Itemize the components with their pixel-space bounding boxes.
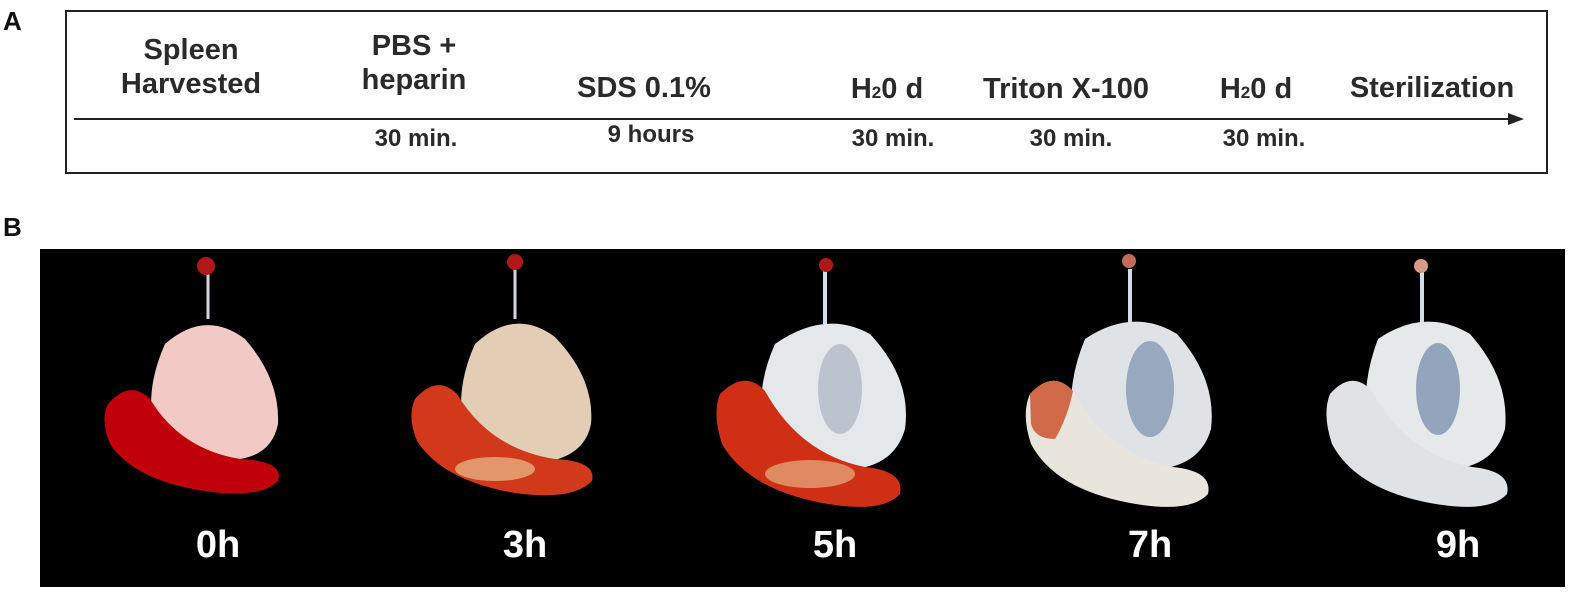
suture-knot bbox=[1122, 254, 1136, 268]
step-name-line1: Triton X-100 bbox=[983, 73, 1149, 105]
spleen-photo bbox=[104, 257, 279, 494]
step-name-line2: Harvested bbox=[120, 68, 262, 100]
step-water-2: H20 d bbox=[1220, 72, 1292, 110]
step-triton: Triton X-100 bbox=[983, 72, 1149, 106]
time-label: 3h bbox=[502, 524, 548, 566]
time-label: 0h bbox=[195, 524, 241, 566]
spleen-photo bbox=[716, 258, 906, 507]
timeline-arrow bbox=[74, 113, 1524, 125]
specimen-5h: 5h bbox=[650, 249, 955, 587]
suture-knot bbox=[197, 257, 215, 275]
spleen-body bbox=[1326, 380, 1508, 507]
duration-water-1: 30 min. bbox=[851, 125, 935, 152]
specimen-7h: 7h bbox=[955, 249, 1260, 587]
protocol-timeline-box bbox=[65, 10, 1548, 174]
step-spleen-harvested: Spleen Harvested bbox=[121, 33, 261, 101]
step-name-pre: H bbox=[850, 73, 872, 105]
step-name-line1: Spleen bbox=[143, 34, 239, 66]
duration-pbs-heparin: 30 min. bbox=[374, 125, 458, 152]
decellularization-photo-strip: 0h 3h 5h 7h bbox=[40, 249, 1565, 587]
step-name-line2: heparin bbox=[361, 64, 467, 96]
spleen-photo bbox=[1025, 254, 1212, 507]
step-sds: SDS 0.1% bbox=[577, 71, 711, 105]
suture-knot bbox=[819, 258, 833, 272]
panel-b-label: B bbox=[3, 212, 22, 242]
duration-triton: 30 min. bbox=[1029, 125, 1113, 152]
suture-knot bbox=[1414, 259, 1428, 273]
spleen-photo bbox=[1326, 259, 1508, 507]
specimen-3h: 3h bbox=[345, 249, 650, 587]
step-name-line1: PBS + bbox=[371, 30, 457, 62]
step-water-1: H20 d bbox=[851, 72, 923, 110]
tissue-mass bbox=[151, 325, 279, 459]
time-label: 9h bbox=[1435, 524, 1481, 566]
step-name-post: 0 d bbox=[1250, 73, 1293, 105]
spleen-body bbox=[1025, 380, 1209, 507]
time-label: 5h bbox=[812, 524, 858, 566]
suture-knot bbox=[507, 254, 523, 270]
panel-a-label: A bbox=[3, 6, 22, 36]
spleen-body bbox=[104, 390, 279, 494]
step-name-sub: 2 bbox=[871, 83, 882, 102]
specimen-0h: 0h bbox=[40, 249, 345, 587]
step-name-sub: 2 bbox=[1240, 83, 1251, 102]
tissue-mass bbox=[461, 323, 592, 461]
spleen-photo bbox=[411, 254, 593, 496]
duration-sds: 9 hours bbox=[607, 121, 695, 148]
step-name-post: 0 d bbox=[881, 73, 924, 105]
step-pbs-heparin: PBS + heparin bbox=[362, 29, 467, 97]
step-sterilization: Sterilization bbox=[1350, 71, 1514, 105]
duration-water-2: 30 min. bbox=[1222, 125, 1306, 152]
specimen-9h: 9h bbox=[1260, 249, 1565, 587]
step-name-pre: H bbox=[1219, 73, 1241, 105]
time-label: 7h bbox=[1127, 524, 1173, 566]
step-name-line1: Sterilization bbox=[1349, 72, 1515, 104]
step-name-line1: SDS 0.1% bbox=[577, 72, 711, 104]
